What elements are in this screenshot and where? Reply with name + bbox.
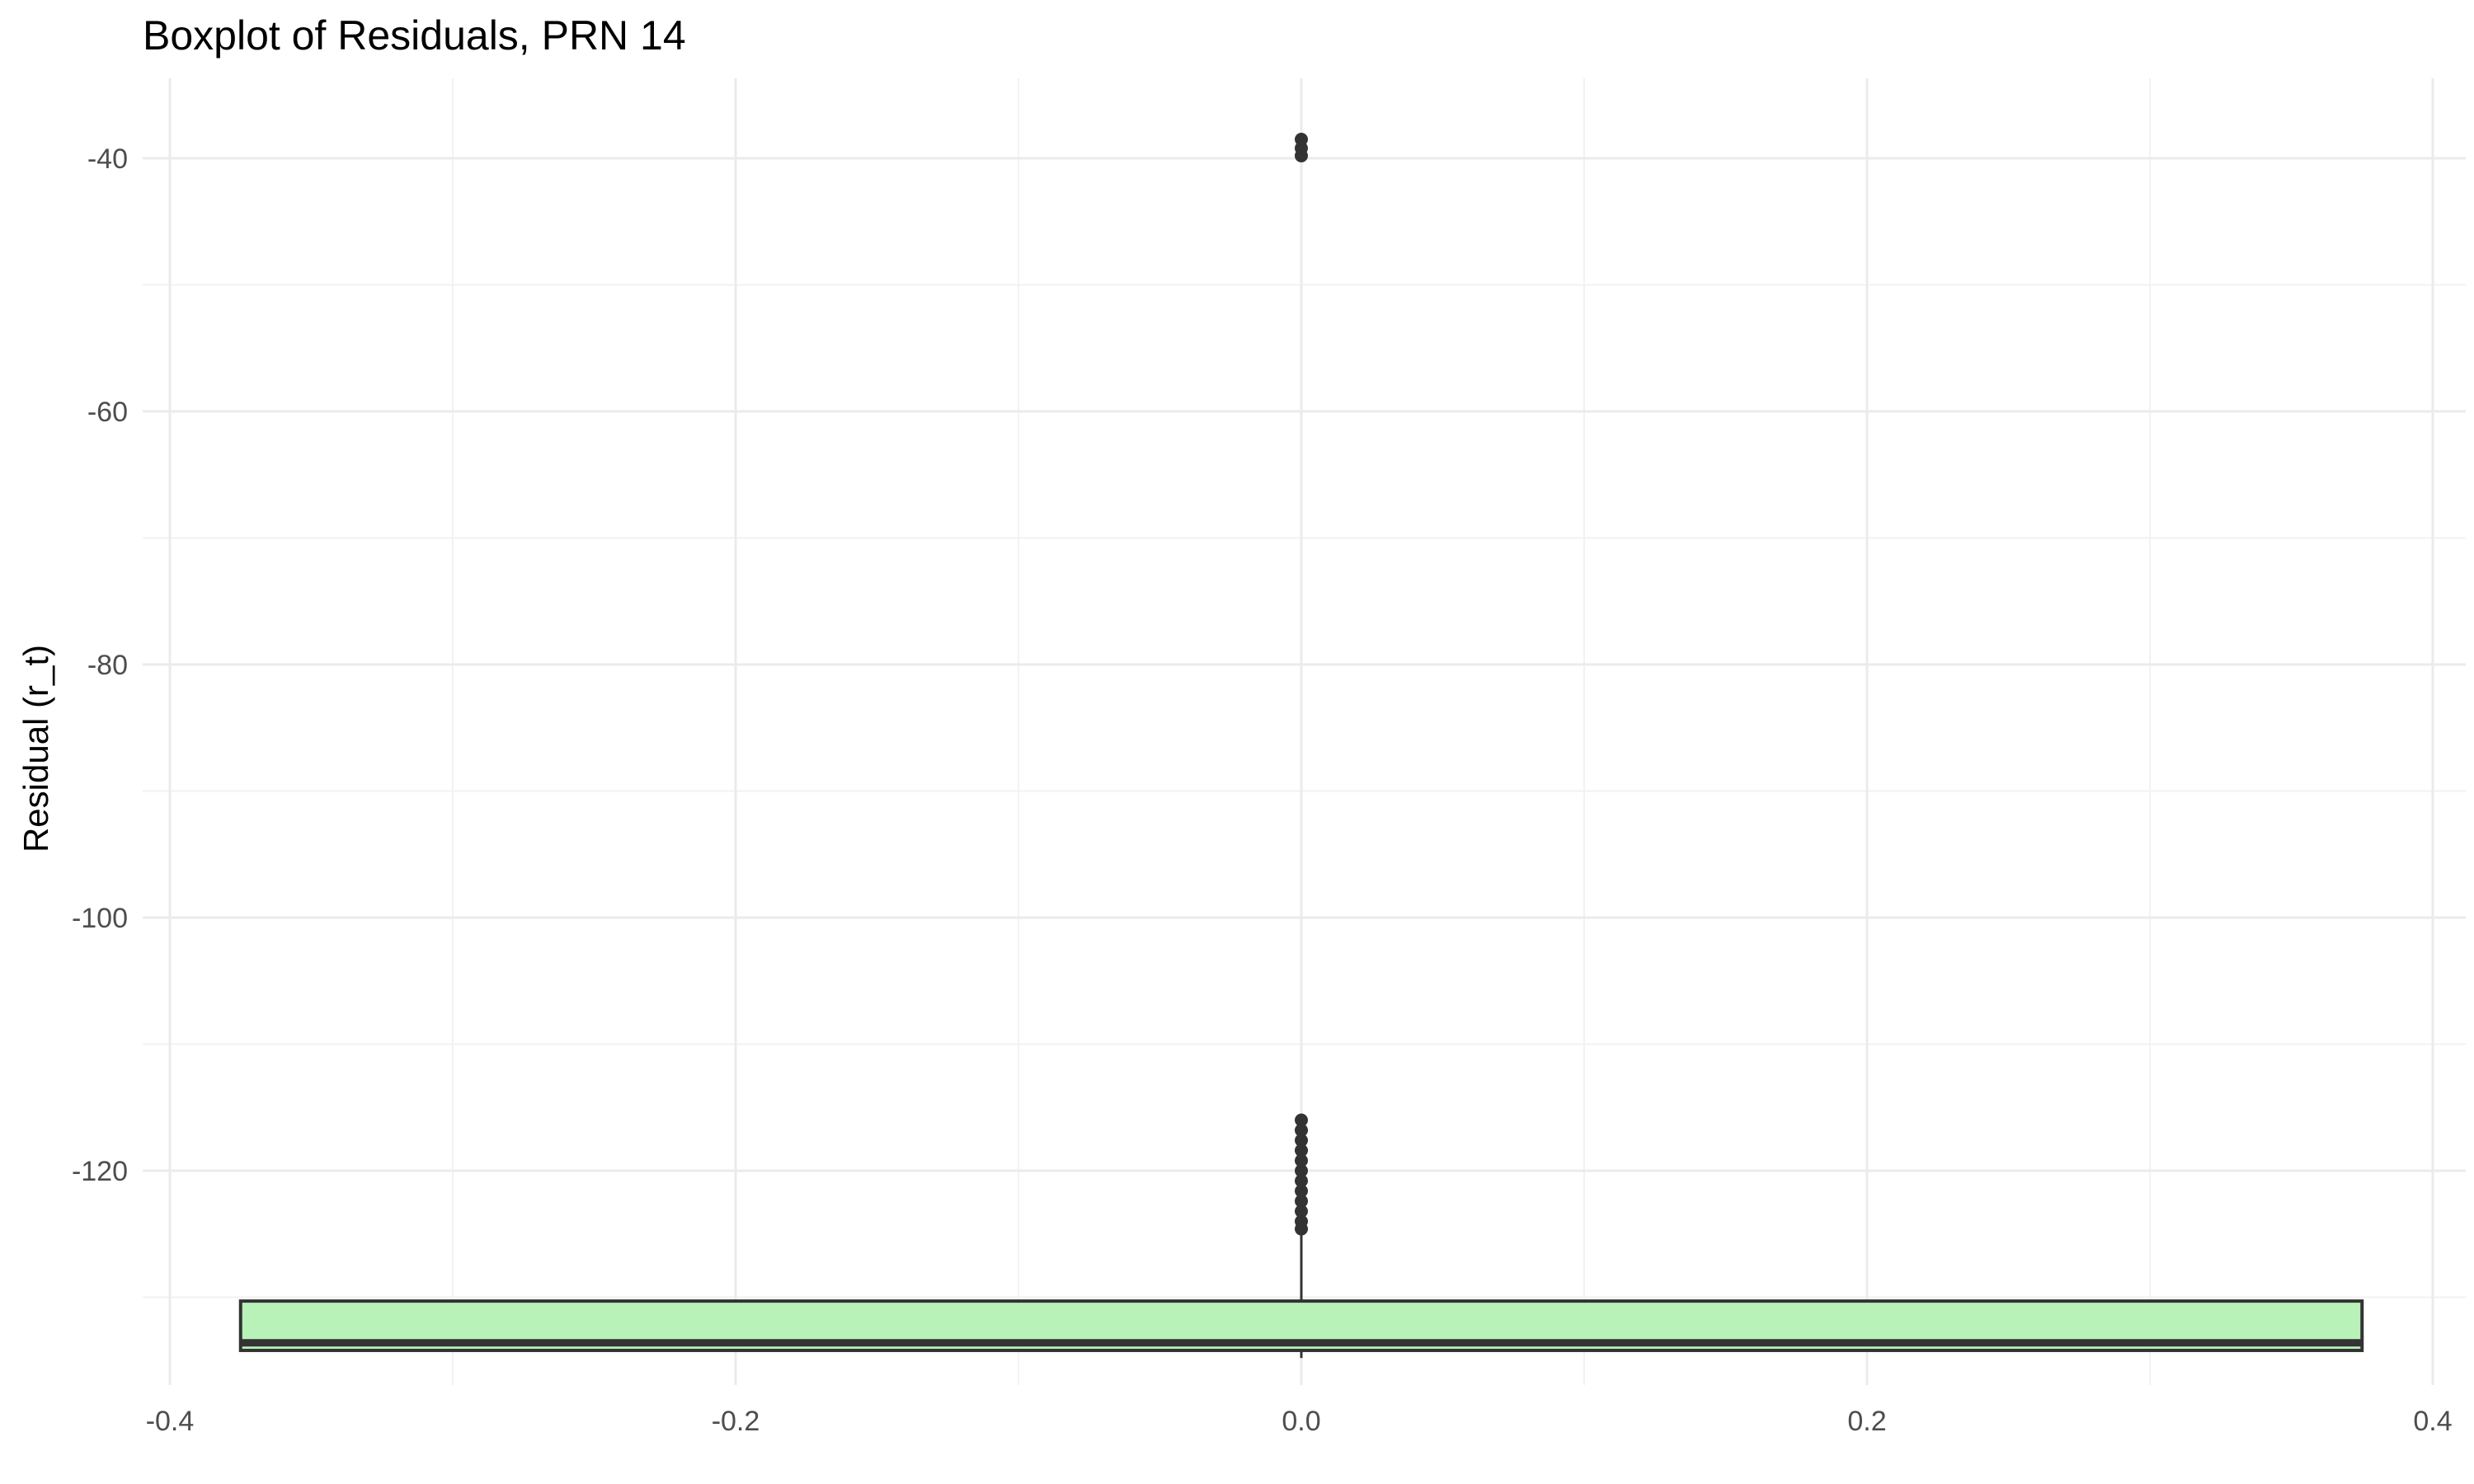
y-tick-label: -40 (87, 143, 128, 175)
outlier-point (1295, 1174, 1308, 1188)
outlier-point (1295, 1123, 1308, 1137)
grid (143, 78, 2466, 1385)
outlier-point (1295, 1144, 1308, 1158)
boxplot (238, 1233, 2364, 1359)
outlier-point (1295, 1184, 1308, 1198)
x-tick-label: -0.4 (146, 1406, 195, 1437)
y-tick-label: -120 (72, 1156, 128, 1187)
tick-labels: -0.4 -0.2 0.0 0.2 0.4 -40 -60 -80 -100 -120 (72, 143, 2453, 1437)
y-tick-label: -60 (87, 397, 128, 428)
y-tick-label: -100 (72, 903, 128, 934)
x-tick-label: 0.0 (1282, 1406, 1320, 1437)
outlier-point (1295, 1194, 1308, 1208)
outliers (1295, 132, 1308, 1236)
chart-title: Boxplot of Residuals, PRN 14 (143, 12, 686, 59)
x-tick-label: 0.2 (1847, 1406, 1886, 1437)
outlier-point (1295, 1164, 1308, 1177)
outlier-point (1295, 1134, 1308, 1148)
x-tick-label: -0.2 (712, 1406, 760, 1437)
y-tick-label: -80 (87, 650, 128, 681)
outlier-point (1295, 1153, 1308, 1167)
outlier-point (1295, 1113, 1308, 1127)
x-tick-label: 0.4 (2413, 1406, 2452, 1437)
outlier-point (1295, 1205, 1308, 1219)
y-axis-label: Residual (r_t) (16, 645, 55, 852)
outlier-point (1295, 148, 1308, 162)
outlier-point (1295, 1222, 1308, 1236)
